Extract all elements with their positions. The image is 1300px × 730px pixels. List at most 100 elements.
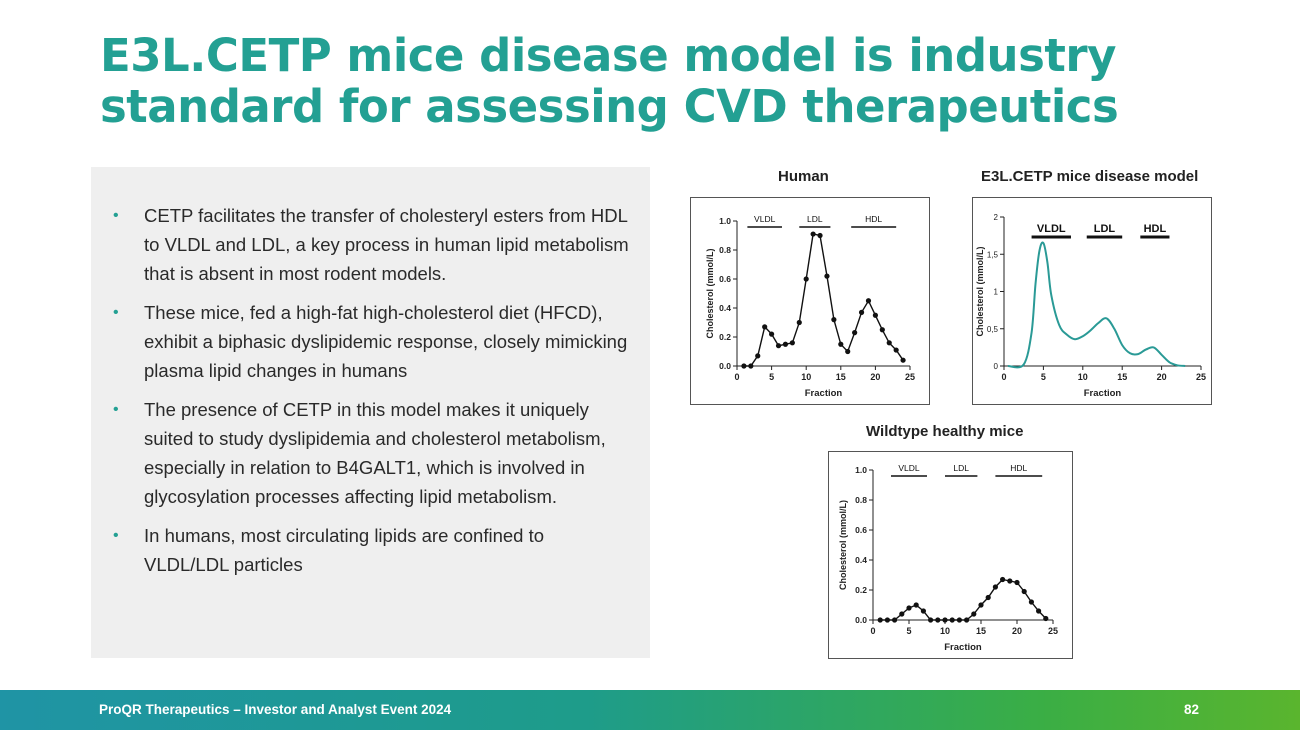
bullet-item: • These mice, fed a high-fat high-cholest… — [91, 298, 650, 385]
x-tick-label: 5 — [906, 626, 911, 636]
wildtype-chart-frame: 0 5 10 15 20 25 0.0 0.2 0.4 0.6 0.8 1.0 Fraction Chol… — [828, 451, 1073, 659]
x-tick-label: 5 — [769, 372, 774, 382]
x-axis-label: Fraction — [944, 642, 982, 653]
data-point — [879, 327, 885, 333]
title-line-2: standard for assessing CVD therapeutics — [100, 80, 1119, 133]
x-tick-label: 0 — [870, 626, 875, 636]
data-point — [872, 312, 878, 318]
data-point — [865, 298, 872, 304]
data-point — [892, 617, 898, 623]
data-point — [810, 231, 816, 237]
footer-bar: ProQR Therapeutics – Investor and Analys… — [0, 690, 1300, 730]
data-point — [928, 617, 934, 623]
y-tick-label: 1,5 — [987, 250, 999, 259]
data-point — [1007, 578, 1013, 584]
y-tick-label: 0.8 — [719, 245, 731, 255]
wildtype-chart-title: Wildtype healthy mice — [866, 423, 1024, 440]
data-point — [769, 331, 775, 337]
x-tick-label: 0 — [1001, 372, 1006, 382]
data-point — [1021, 588, 1027, 595]
y-tick-label: 1 — [994, 288, 999, 297]
y-tick-label: 1.0 — [719, 216, 731, 226]
data-point — [1043, 615, 1049, 622]
e3l-chart-frame: 0 5 10 15 20 25 0 0,5 1 1,5 2 Fraction Cholesterol (… — [972, 197, 1212, 405]
data-point — [899, 611, 905, 617]
bullet-dot-icon: • — [113, 527, 119, 544]
data-point — [789, 340, 795, 346]
data-point — [1000, 576, 1006, 583]
data-point — [741, 363, 747, 369]
y-tick-label: 0.2 — [719, 332, 731, 342]
band-label-hdl: HDL — [865, 214, 882, 224]
data-point — [978, 602, 984, 608]
x-tick-label: 10 — [940, 626, 950, 636]
bullet-list: • CETP facilitates the transfer of choles… — [91, 201, 650, 589]
data-point — [886, 340, 892, 346]
bullet-text: In humans, most circulating lipids are c… — [144, 525, 545, 575]
data-point — [817, 232, 823, 239]
x-tick-label: 15 — [1117, 372, 1127, 382]
x-tick-label: 20 — [1012, 626, 1022, 636]
bullet-panel: • CETP facilitates the transfer of choles… — [91, 167, 650, 658]
bullet-dot-icon: • — [113, 401, 119, 418]
data-point — [748, 363, 754, 369]
data-point — [775, 343, 782, 349]
bullet-item: • The presence of CETP in this model make… — [91, 395, 650, 511]
y-axis-label: Cholesterol (mmol/L) — [975, 246, 985, 336]
x-tick-label: 25 — [1196, 372, 1206, 382]
e3l-chart: 0 5 10 15 20 25 0 0,5 1 1,5 2 Fraction Cholesterol (… — [975, 213, 1206, 399]
y-tick-label: 0.2 — [855, 585, 867, 595]
footer-text: ProQR Therapeutics – Investor and Analys… — [99, 702, 452, 717]
band-label-ldl: LDL — [953, 463, 969, 473]
x-axis-label: Fraction — [805, 388, 843, 399]
y-tick-label: 0.6 — [855, 525, 867, 535]
data-point — [877, 617, 883, 623]
data-point — [838, 341, 844, 347]
slide-title: E3L.CETP mice disease model is industry … — [100, 30, 1250, 132]
x-tick-label: 25 — [905, 372, 915, 382]
x-tick-label: 15 — [836, 372, 846, 382]
band-label-vldl: VLDL — [754, 214, 776, 224]
data-point — [956, 617, 962, 623]
x-tick-label: 0 — [734, 372, 739, 382]
bullet-item: • In humans, most circulating lipids are … — [91, 521, 650, 579]
band-label-vldl: VLDL — [898, 463, 920, 473]
y-tick-label: 2 — [994, 213, 999, 222]
data-point — [920, 608, 926, 614]
data-point — [762, 324, 768, 330]
x-tick-label: 10 — [801, 372, 811, 382]
data-point — [858, 309, 865, 315]
x-axis-label: Fraction — [1084, 388, 1122, 399]
data-point — [906, 605, 912, 611]
data-point — [900, 357, 906, 363]
human-chart-frame: 0 5 10 15 20 25 0.0 0.2 0.4 0.6 0.8 1.0 Fraction Chol… — [690, 197, 930, 405]
data-point — [803, 276, 809, 282]
data-point — [796, 319, 802, 326]
x-tick-label: 20 — [1157, 372, 1167, 382]
y-tick-label: 0.0 — [855, 615, 867, 625]
page-number: 82 — [1184, 702, 1200, 717]
y-tick-label: 0.0 — [719, 361, 731, 371]
x-tick-label: 20 — [870, 372, 880, 382]
y-tick-label: 0.4 — [719, 303, 731, 313]
y-tick-label: 1.0 — [855, 465, 867, 475]
y-tick-label: 0.8 — [855, 495, 867, 505]
band-label-hdl: HDL — [1144, 223, 1167, 235]
y-tick-label: 0.4 — [855, 555, 867, 565]
y-axis-label: Cholesterol (mmol/L) — [705, 248, 715, 338]
wildtype-chart: 0 5 10 15 20 25 0.0 0.2 0.4 0.6 0.8 1.0 Fraction Chol… — [838, 463, 1058, 653]
data-point — [942, 617, 948, 623]
data-point — [1014, 579, 1020, 586]
data-point — [935, 617, 941, 623]
data-point — [992, 584, 998, 590]
human-chart-title: Human — [778, 168, 829, 185]
data-point — [755, 353, 761, 359]
data-point — [1036, 608, 1042, 614]
bullet-dot-icon: • — [113, 207, 119, 224]
data-point — [782, 341, 789, 347]
e3l-chart-title: E3L.CETP mice disease model — [981, 168, 1199, 185]
series-line — [1007, 241, 1186, 369]
data-point — [845, 348, 851, 355]
title-line-1: E3L.CETP mice disease model is industry — [100, 29, 1116, 82]
data-point — [1028, 599, 1034, 605]
